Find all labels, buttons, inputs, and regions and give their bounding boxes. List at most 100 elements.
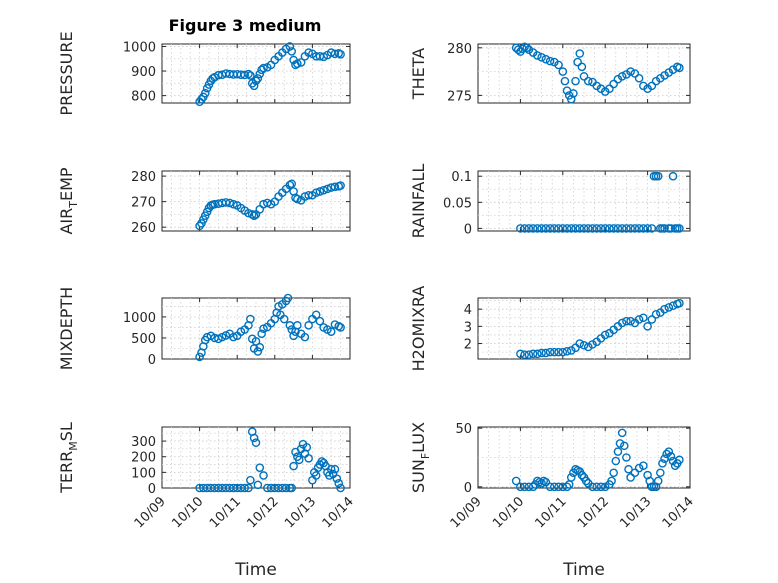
data-point: [583, 76, 593, 86]
data-point: [670, 461, 680, 471]
data-point: [259, 63, 268, 73]
data-point: [545, 56, 555, 66]
data-point: [293, 59, 302, 68]
data-point: [569, 89, 578, 98]
x-tick-label: 10/09: [448, 494, 485, 531]
data-point: [656, 468, 665, 478]
y-tick-label: 300: [131, 435, 156, 450]
data-point: [533, 224, 542, 233]
data-point: [229, 199, 238, 209]
x-tick-label: 10/13: [282, 494, 319, 531]
data-point: [541, 224, 551, 233]
data-point: [596, 84, 606, 94]
data-point: [558, 347, 568, 357]
data-point: [336, 323, 345, 332]
data-point: [537, 224, 546, 233]
data-point: [247, 210, 257, 219]
data-point: [647, 315, 657, 324]
data-point: [330, 182, 340, 192]
data-point: [626, 224, 635, 233]
data-point: [300, 332, 310, 342]
data-point: [639, 224, 648, 233]
data-point: [653, 476, 663, 486]
data-point: [571, 76, 580, 86]
x-tick-label: 10/09: [132, 494, 169, 531]
data-point: [558, 224, 568, 233]
plot-area: [477, 170, 691, 232]
x-tick-label: 10/10: [169, 494, 206, 531]
data-point: [613, 224, 623, 233]
y-tick-label: 50: [455, 422, 472, 437]
data-point: [528, 482, 538, 492]
data-point: [660, 304, 669, 314]
data-point: [334, 479, 344, 488]
data-point: [279, 314, 289, 324]
data-point: [558, 67, 568, 76]
data-point: [304, 48, 313, 57]
data-point: [651, 76, 661, 86]
data-point: [541, 477, 551, 487]
data-point: [571, 224, 580, 233]
data-point: [528, 349, 538, 359]
data-point: [664, 447, 674, 456]
data-point: [537, 53, 546, 62]
data-point: [520, 224, 529, 233]
data-point: [302, 443, 312, 452]
axes-air_temp: 260 270 280 AIRTEMP: [57, 167, 351, 236]
data-point: [630, 468, 640, 478]
data-point: [562, 346, 572, 356]
data-point: [626, 473, 635, 482]
data-point: [660, 71, 669, 80]
data-point: [592, 482, 602, 492]
y-axis-label: MIXDEPTH: [57, 287, 76, 370]
data-point: [334, 321, 344, 331]
data-point: [588, 482, 597, 492]
axes-theta: 275 280 THETA: [409, 42, 691, 104]
data-point: [336, 483, 345, 493]
data-point: [251, 438, 261, 447]
y-tick-label: 100: [131, 466, 156, 481]
x-tick-label: 10/14: [660, 494, 697, 531]
data-point: [336, 50, 345, 59]
data-point: [287, 47, 297, 56]
figure-title: Figure 3 medium: [169, 16, 322, 35]
data-point: [639, 81, 648, 91]
data-point: [622, 316, 631, 326]
data-point: [255, 342, 265, 352]
data-point: [575, 224, 585, 233]
data-point: [609, 224, 618, 233]
axes-pressure: 800 900 1000 PRESSURE: [57, 31, 351, 116]
data-point: [579, 340, 589, 350]
data-point: [630, 224, 640, 233]
data-point: [259, 471, 268, 480]
data-point: [336, 181, 345, 190]
data-point: [560, 76, 570, 86]
data-point: [605, 84, 614, 94]
data-point: [533, 51, 542, 60]
data-point: [541, 54, 551, 64]
data-point: [550, 57, 559, 67]
data-point: [294, 455, 304, 465]
data-point: [545, 482, 555, 492]
data-point: [315, 316, 325, 326]
data-point: [634, 315, 644, 324]
data-point: [528, 224, 538, 233]
data-point: [225, 198, 234, 208]
data-point: [626, 67, 635, 76]
data-point: [255, 463, 265, 472]
data-point: [285, 180, 295, 190]
x-axis-label: Time: [562, 560, 605, 580]
data-point: [658, 459, 667, 468]
data-point: [246, 314, 255, 324]
x-tick-label: 10/12: [245, 494, 282, 531]
data-point: [240, 483, 250, 493]
x-tick-label: 10/13: [617, 494, 654, 531]
data-point: [323, 184, 332, 194]
data-point: [249, 211, 259, 220]
data-point: [221, 198, 231, 207]
data-point: [617, 318, 627, 328]
data-point: [577, 62, 587, 72]
y-tick-label: 4: [464, 303, 472, 318]
